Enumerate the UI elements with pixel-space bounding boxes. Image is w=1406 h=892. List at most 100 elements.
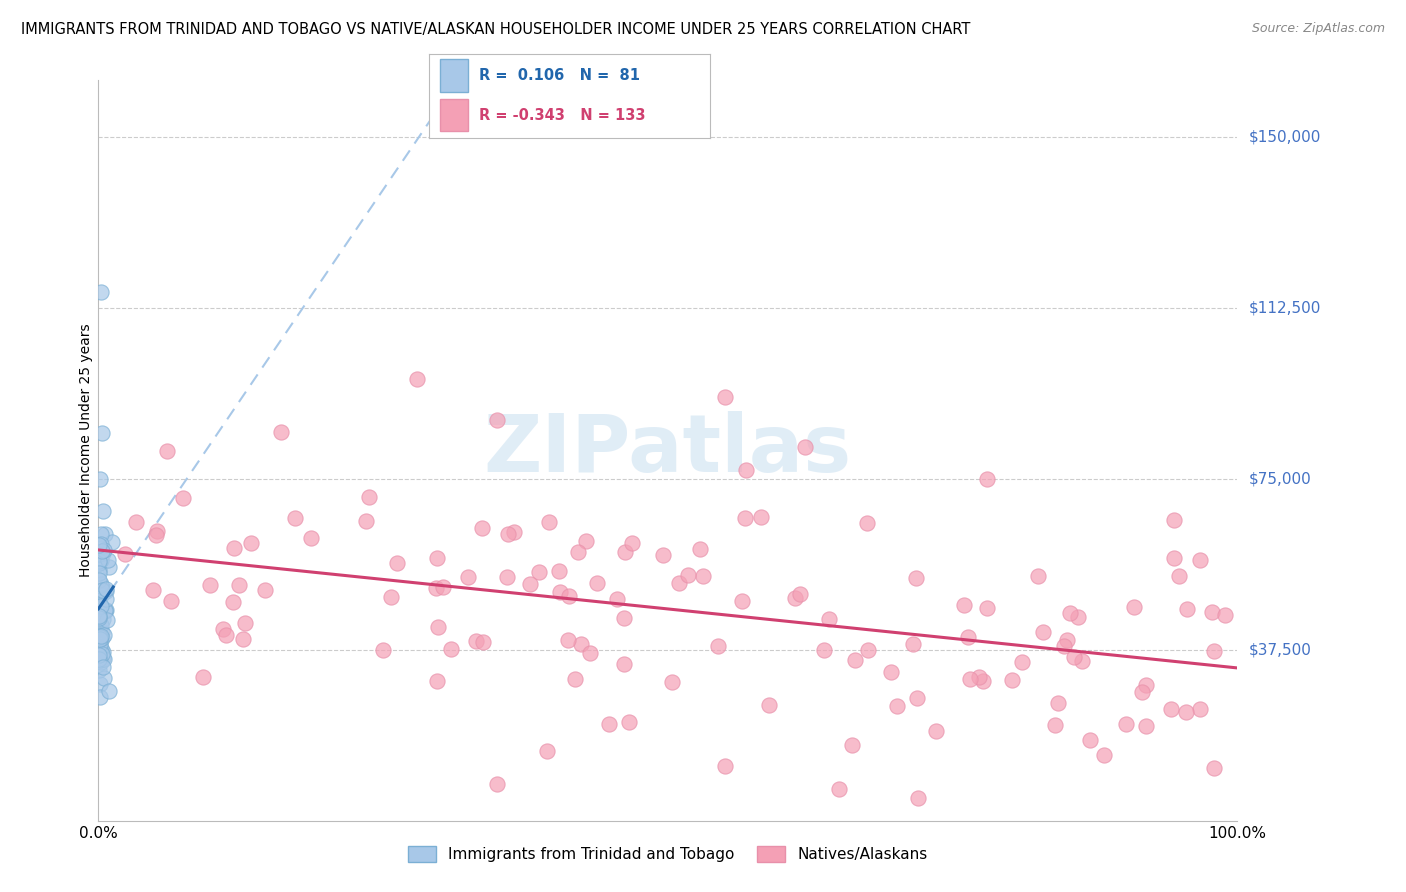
Point <box>91 583 114 598</box>
Point <box>93 671 115 685</box>
Point <box>1201 605 1223 619</box>
Point <box>90 426 112 441</box>
Point <box>1053 640 1076 654</box>
Point <box>94 602 117 616</box>
Point <box>1059 606 1081 620</box>
Point <box>93 612 115 626</box>
Point <box>228 578 250 592</box>
Point <box>714 759 737 773</box>
Point <box>87 605 110 619</box>
Point <box>89 604 111 618</box>
Point <box>567 545 589 559</box>
Text: $37,500: $37,500 <box>1249 642 1312 657</box>
Point <box>856 516 879 530</box>
Point <box>1043 718 1066 732</box>
Point <box>89 611 111 625</box>
Point <box>91 504 114 518</box>
Point <box>89 632 111 646</box>
Point <box>89 663 111 677</box>
Point <box>253 582 276 597</box>
Point <box>425 581 447 595</box>
Point <box>87 608 110 623</box>
Point <box>496 526 519 541</box>
Point <box>87 609 110 624</box>
Point <box>585 575 607 590</box>
Point <box>907 790 929 805</box>
Point <box>613 611 636 625</box>
Point <box>114 547 136 561</box>
Point <box>651 548 673 562</box>
Point <box>1026 568 1049 582</box>
Point <box>578 646 600 660</box>
Point <box>856 642 879 657</box>
Point <box>89 621 111 635</box>
Point <box>89 472 111 486</box>
Point <box>841 739 863 753</box>
Point <box>432 580 454 594</box>
Point <box>749 510 772 524</box>
Point <box>212 623 235 637</box>
Point <box>89 653 111 667</box>
Point <box>496 570 519 584</box>
Point <box>1189 702 1212 716</box>
FancyBboxPatch shape <box>440 99 468 131</box>
Point <box>1167 568 1189 582</box>
Point <box>93 628 115 642</box>
Point <box>100 534 122 549</box>
Legend: Immigrants from Trinidad and Tobago, Natives/Alaskans: Immigrants from Trinidad and Tobago, Nat… <box>402 840 934 869</box>
Point <box>1001 673 1024 687</box>
Point <box>1174 706 1197 720</box>
Point <box>94 582 117 596</box>
Point <box>98 684 121 698</box>
Point <box>1056 633 1078 648</box>
Point <box>925 723 948 738</box>
Point <box>91 585 114 599</box>
Point <box>692 569 714 583</box>
Point <box>1071 653 1094 667</box>
Point <box>193 670 215 684</box>
Point <box>538 515 561 529</box>
Point <box>90 537 112 551</box>
Point <box>91 645 114 659</box>
Point <box>503 524 526 539</box>
Point <box>94 604 117 618</box>
Point <box>1063 650 1085 665</box>
Point <box>89 566 111 581</box>
Point <box>813 643 835 657</box>
Point <box>87 556 110 570</box>
Point <box>620 535 643 549</box>
Point <box>89 690 111 705</box>
Point <box>1046 696 1069 710</box>
Point <box>90 543 112 558</box>
Point <box>90 655 112 669</box>
Point <box>90 579 112 593</box>
Point <box>94 526 117 541</box>
Point <box>87 573 110 587</box>
Point <box>901 637 924 651</box>
Point <box>464 634 486 648</box>
Point <box>731 594 754 608</box>
Point <box>1078 733 1101 747</box>
Point <box>1204 761 1226 775</box>
Point <box>976 472 998 486</box>
Point <box>661 674 683 689</box>
Point <box>536 744 558 758</box>
Point <box>145 528 167 542</box>
Point <box>284 510 307 524</box>
Point <box>678 567 700 582</box>
Point <box>472 635 495 649</box>
Point <box>90 647 112 661</box>
Text: $150,000: $150,000 <box>1249 129 1320 145</box>
Point <box>1115 717 1137 731</box>
Point <box>215 628 238 642</box>
Point <box>240 536 263 550</box>
Point <box>299 531 322 545</box>
Point <box>387 556 409 570</box>
Point <box>1135 719 1157 733</box>
Point <box>486 413 509 427</box>
Point <box>789 587 811 601</box>
Point <box>90 641 112 656</box>
Point <box>87 629 110 643</box>
Point <box>967 670 990 684</box>
Point <box>90 526 112 541</box>
